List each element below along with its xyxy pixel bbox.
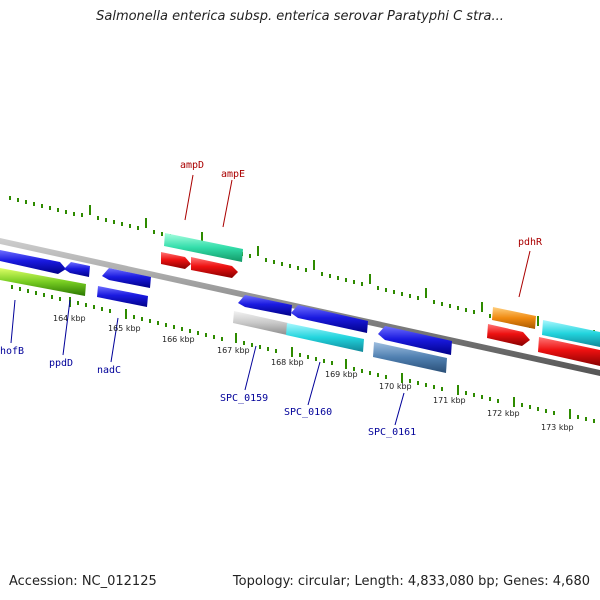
kbp-labels: 164 kbp 165 kbp 166 kbp 167 kbp 168 kbp … <box>53 314 574 432</box>
gene-label-SPC_0161[interactable]: SPC_0161 <box>368 427 416 438</box>
kbp-label: 166 kbp <box>162 335 195 344</box>
feature-red-ampD[interactable] <box>161 252 191 269</box>
gene-label-ampD[interactable]: ampD <box>180 160 204 171</box>
leader-hofB <box>10 299 16 344</box>
gene-label-SPC_0159[interactable]: SPC_0159 <box>220 393 268 404</box>
feature-green-ppdD[interactable] <box>0 268 86 296</box>
accession-text: Accession: NC_012125 <box>9 574 157 589</box>
kbp-label: 168 kbp <box>271 358 304 367</box>
kbp-label: 169 kbp <box>325 370 358 379</box>
feature-blue-0160-arrow[interactable] <box>291 305 368 333</box>
feature-blue-left[interactable] <box>0 250 66 274</box>
leader-ampD <box>184 174 194 221</box>
gene-label-ampE[interactable]: ampE <box>221 169 245 180</box>
kbp-label: 171 kbp <box>433 396 466 405</box>
gene-label-pdhR[interactable]: pdhR <box>518 237 543 248</box>
feature-orange-pdhR[interactable] <box>492 307 536 329</box>
leader-SPC_0161 <box>394 392 405 426</box>
feature-blue-0161-arrow[interactable] <box>378 326 452 355</box>
leader-nadC <box>110 317 119 363</box>
features <box>0 233 600 373</box>
kbp-label: 170 kbp <box>379 382 412 391</box>
kbp-label: 167 kbp <box>217 346 250 355</box>
leader-ampE <box>222 179 233 228</box>
feature-blue-nadC-arrow[interactable] <box>102 268 151 288</box>
gene-label-nadC[interactable]: nadC <box>97 365 121 376</box>
gene-label-ppdD[interactable]: ppdD <box>49 358 73 369</box>
label-leaders <box>10 174 531 426</box>
feature-blue-left-2[interactable] <box>64 262 90 277</box>
feature-cyan-right[interactable] <box>542 320 600 347</box>
feature-blue-0159-arrow[interactable] <box>238 295 292 316</box>
feature-red-ampE[interactable] <box>191 257 238 278</box>
feature-steel-0161[interactable] <box>373 342 447 373</box>
feature-teal-ampD[interactable] <box>164 233 243 262</box>
gene-label-SPC_0160[interactable]: SPC_0160 <box>284 407 332 418</box>
topology-text: Topology: circular; Length: 4,833,080 bp… <box>232 574 590 589</box>
leader-ppdD <box>62 299 71 356</box>
kbp-label: 165 kbp <box>108 324 141 333</box>
feature-grey-0159[interactable] <box>233 311 288 335</box>
feature-blue-nadC[interactable] <box>97 286 148 307</box>
gene-labels: hofB ppdD nadC ampD ampE SPC_0159 SPC_01… <box>0 160 543 438</box>
gene-label-hofB[interactable]: hofB <box>0 346 24 357</box>
feature-cyan-0160[interactable] <box>286 323 364 352</box>
kbp-label: 173 kbp <box>541 423 574 432</box>
kbp-label: 172 kbp <box>487 409 520 418</box>
kbp-label: 164 kbp <box>53 314 86 323</box>
leader-SPC_0160 <box>307 361 321 406</box>
leader-SPC_0159 <box>244 345 257 391</box>
feature-red-pdhR[interactable] <box>487 324 530 346</box>
leader-pdhR <box>518 250 531 298</box>
map-title: Salmonella enterica subsp. enterica sero… <box>96 9 504 24</box>
feature-red-right[interactable] <box>538 337 600 366</box>
